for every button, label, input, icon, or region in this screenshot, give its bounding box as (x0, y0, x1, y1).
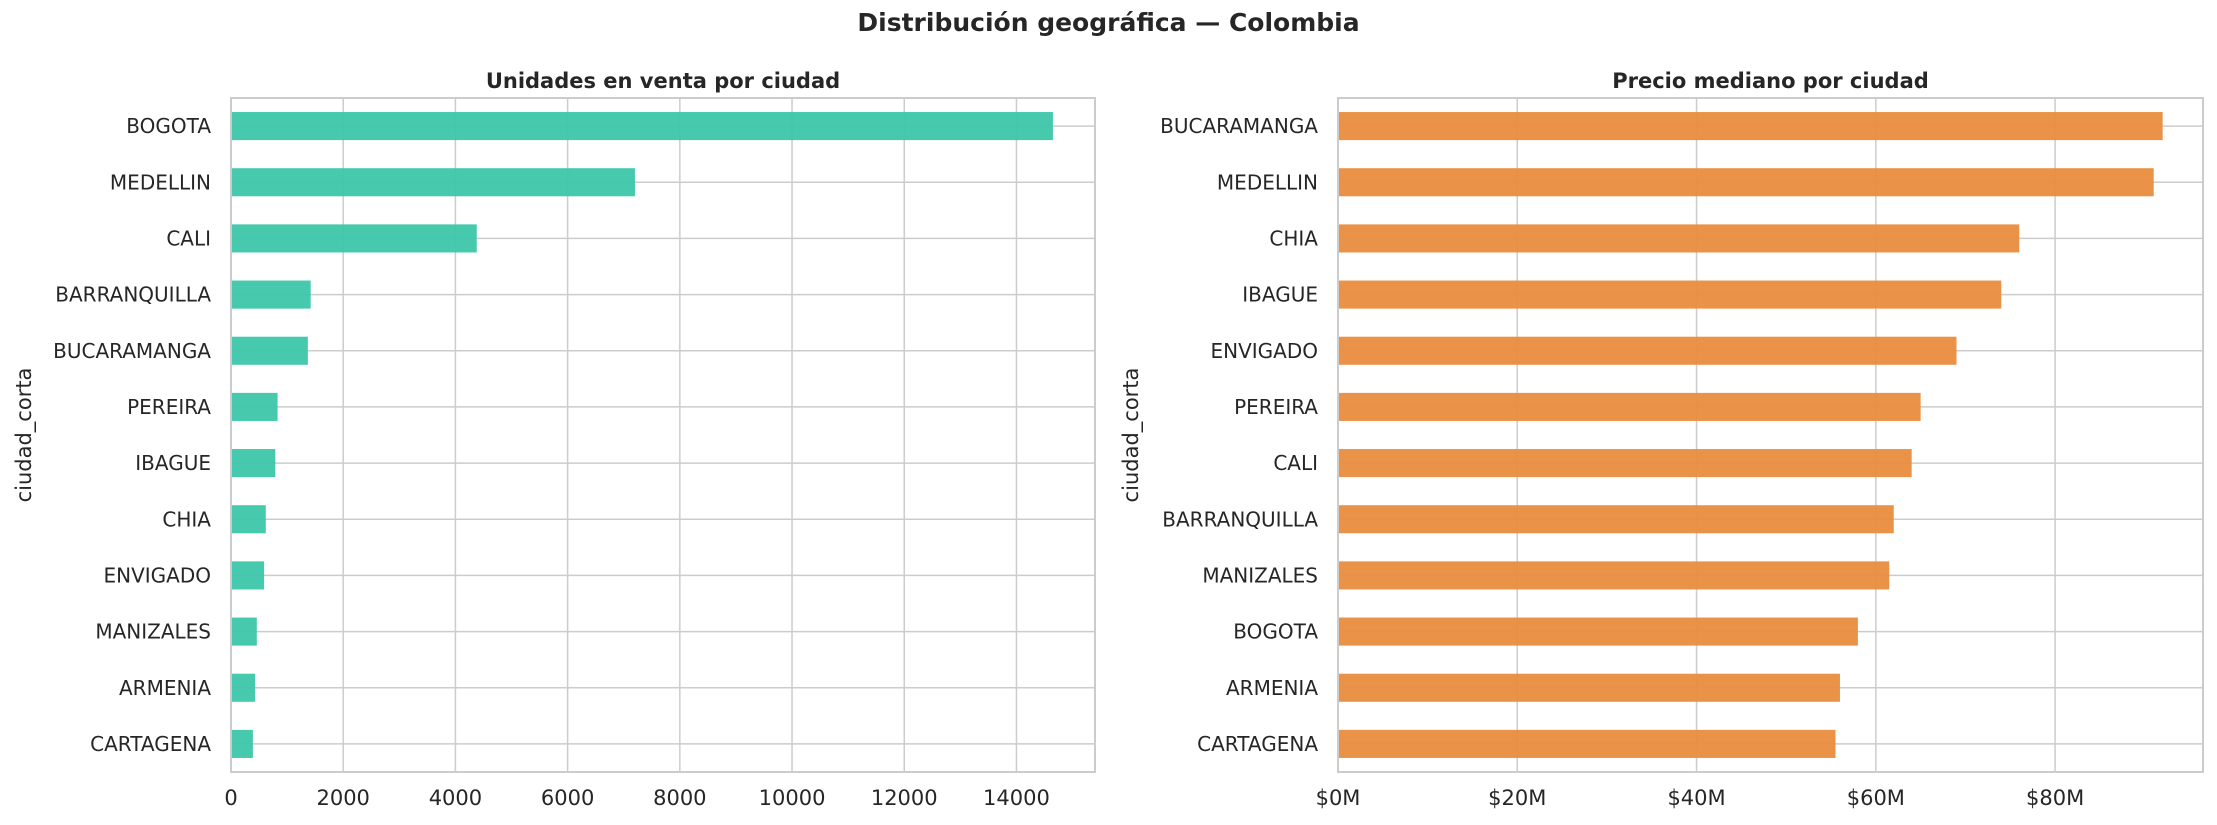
y-tick-label: MANIZALES (1202, 563, 1318, 587)
x-tick-label: $20M (1488, 786, 1546, 810)
y-tick-label: MEDELLIN (110, 170, 211, 194)
bar-barranquilla (231, 280, 311, 309)
x-tick-label: 2000 (316, 786, 369, 810)
y-tick-label: IBAGUE (135, 451, 211, 475)
bar-pereira (231, 392, 278, 421)
bar-envigado (231, 561, 265, 590)
bar-manizales (1338, 561, 1890, 590)
bar-bucaramanga (1338, 112, 2163, 141)
y-tick-label: IBAGUE (1242, 283, 1318, 307)
x-tick-label: 0 (224, 786, 237, 810)
x-tick-label: $60M (1847, 786, 1905, 810)
y-tick-label: BARRANQUILLA (1162, 507, 1318, 531)
bar-cartagena (1338, 729, 1836, 758)
y-tick-label: CARTAGENA (1197, 732, 1318, 756)
y-tick-label: CARTAGENA (90, 732, 211, 756)
bar-bogota (1338, 617, 1858, 646)
bar-chia (231, 505, 266, 534)
y-tick-label: CALI (1273, 451, 1318, 475)
bar-armenia (231, 673, 256, 702)
y-tick-label: CHIA (1269, 226, 1318, 250)
x-tick-label: 8000 (653, 786, 706, 810)
y-tick-label: PEREIRA (1234, 395, 1318, 419)
y-tick-label: CHIA (162, 507, 211, 531)
x-tick-label: 6000 (541, 786, 594, 810)
y-axis-label: ciudad_corta (12, 368, 37, 503)
y-tick-label: ENVIGADO (1211, 339, 1319, 363)
y-tick-label: MEDELLIN (1217, 170, 1318, 194)
bar-pereira (1338, 392, 1921, 421)
bar-ibague (231, 449, 276, 478)
y-tick-label: ARMENIA (1226, 676, 1318, 700)
x-tick-label: 10000 (759, 786, 826, 810)
y-tick-label: BOGOTA (1233, 620, 1318, 644)
y-tick-label: ENVIGADO (104, 563, 212, 587)
bar-manizales (231, 617, 257, 646)
bar-cartagena (231, 729, 253, 758)
figure-title: Distribución geográfica — Colombia (857, 8, 1360, 37)
bar-medellin (231, 168, 635, 197)
bar-medellin (1338, 168, 2154, 197)
x-tick-label: $0M (1316, 786, 1361, 810)
x-tick-label: $80M (2026, 786, 2084, 810)
chart-panel-right: BUCARAMANGA MEDELLIN CHIA IBAGUE ENVIGADO PER… (1119, 69, 2204, 810)
bar-cali (231, 224, 477, 253)
bar-barranquilla (1338, 505, 1894, 534)
x-tick-label: 4000 (429, 786, 482, 810)
y-tick-label: BUCARAMANGA (1160, 114, 1318, 138)
bar-armenia (1338, 673, 1840, 702)
panel-title: Precio mediano por ciudad (1612, 69, 1929, 93)
chart-panel-left: BOGOTA MEDELLIN CALI BARRANQUILLA BUCARAMANG… (12, 69, 1096, 810)
plot-frame (1337, 97, 2204, 773)
y-tick-label: PEREIRA (127, 395, 211, 419)
y-axis-label: ciudad_corta (1119, 368, 1144, 503)
bar-ibague (1338, 280, 2002, 309)
y-tick-label: BUCARAMANGA (53, 339, 211, 363)
y-tick-label: MANIZALES (95, 620, 211, 644)
y-tick-label: BARRANQUILLA (55, 283, 211, 307)
y-tick-label: ARMENIA (119, 676, 211, 700)
plot-frame (230, 97, 1096, 773)
y-tick-label: BOGOTA (126, 114, 211, 138)
panel-title: Unidades en venta por ciudad (486, 69, 840, 93)
bar-chia (1338, 224, 2020, 253)
x-tick-label: $40M (1667, 786, 1725, 810)
y-tick-label: CALI (166, 226, 211, 250)
bar-bogota (231, 112, 1053, 141)
x-tick-label: 14000 (983, 786, 1050, 810)
bar-bucaramanga (231, 336, 308, 365)
bar-cali (1338, 449, 1912, 478)
bar-envigado (1338, 336, 1957, 365)
x-tick-label: 12000 (871, 786, 938, 810)
